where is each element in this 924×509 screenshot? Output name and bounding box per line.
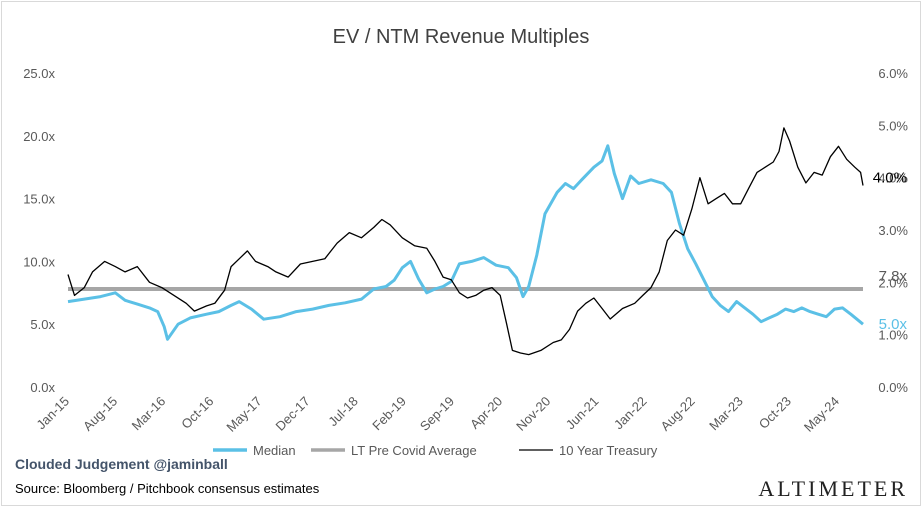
right-axis-tick-label: 3.0% <box>878 223 908 238</box>
right-axis-tick-label: 0.0% <box>878 380 908 395</box>
x-axis-tick-label: Jul-18 <box>325 394 361 430</box>
legend-label-median: Median <box>253 443 296 458</box>
left-axis-tick-label: 20.0x <box>23 129 55 144</box>
right-axis: 0.0% 1.0% 2.0% 3.0% 4.0% 5.0% 6.0% <box>878 66 908 395</box>
right-axis-tick-label: 5.0% <box>878 118 908 133</box>
x-axis-tick-label: Apr-20 <box>467 394 505 432</box>
x-axis-tick-label: Oct-23 <box>756 394 794 432</box>
series-line-10-year-treasury <box>67 127 864 356</box>
x-axis-tick-label: Mar-23 <box>706 394 746 434</box>
x-axis-tick-label: Jun-21 <box>563 394 602 433</box>
x-axis-tick-label: Aug-15 <box>80 394 120 434</box>
x-axis-tick-label: Feb-19 <box>369 394 409 434</box>
x-axis-tick-label: Mar-16 <box>129 394 169 434</box>
brand-logo-text: ALTIMETER <box>758 476 908 501</box>
x-axis-tick-label: Aug-22 <box>657 394 697 434</box>
credit-text: Clouded Judgement @jaminball <box>15 456 228 472</box>
x-axis-tick-label: Jan-22 <box>611 394 650 433</box>
left-axis-tick-label: 10.0x <box>23 254 55 269</box>
x-axis-tick-label: Dec-17 <box>272 394 312 434</box>
x-axis-tick-label: Jan-15 <box>33 394 72 433</box>
x-axis-tick-label: May-17 <box>223 394 264 435</box>
left-axis-tick-label: 0.0x <box>30 380 55 395</box>
end-label: 4.0% <box>873 170 907 187</box>
left-axis-tick-label: 25.0x <box>23 66 55 81</box>
legend-label-10-year-treasury: 10 Year Treasury <box>559 443 658 458</box>
right-axis-tick-label: 2.0% <box>878 275 908 290</box>
left-axis-tick-label: 5.0x <box>30 317 55 332</box>
x-axis: Jan-15 Aug-15 Mar-16 Oct-16 May-17 Dec-17 Jul-… <box>33 394 842 435</box>
x-axis-tick-label: Sep-19 <box>417 394 457 434</box>
x-axis-tick-label: May-24 <box>801 394 842 435</box>
series-line-median <box>67 144 864 341</box>
right-axis-tick-label: 6.0% <box>878 66 908 81</box>
end-label: 7.8x <box>879 268 908 285</box>
series-layer <box>67 127 864 356</box>
source-text: Source: Bloomberg / Pitchbook consensus … <box>15 481 320 496</box>
right-axis-tick-label: 1.0% <box>878 328 908 343</box>
legend-label-lt-pre-covid-average: LT Pre Covid Average <box>351 443 477 458</box>
chart-title: EV / NTM Revenue Multiples <box>333 26 590 48</box>
left-axis-tick-label: 15.0x <box>23 192 55 207</box>
x-axis-tick-label: Nov-20 <box>513 394 553 434</box>
x-axis-tick-label: Oct-16 <box>178 394 216 432</box>
left-axis: 0.0x 5.0x 10.0x 15.0x 20.0x 25.0x <box>23 66 55 395</box>
right-axis-tick-label: 4.0% <box>878 171 908 186</box>
end-label: 5.0x <box>879 316 908 333</box>
end-labels: 7.8x 4.0% 5.0x <box>873 170 908 334</box>
legend: Median LT Pre Covid Average 10 Year Treasu… <box>213 443 658 458</box>
